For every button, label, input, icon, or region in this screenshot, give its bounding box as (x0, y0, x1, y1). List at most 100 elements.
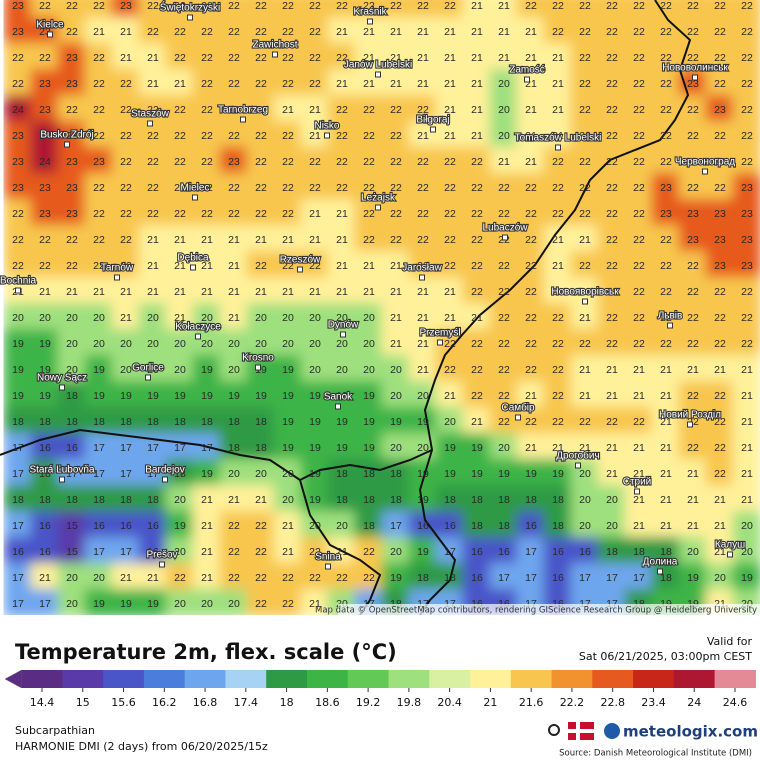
temp-value: 18 (66, 416, 78, 428)
temp-value: 22 (309, 78, 321, 90)
temp-value: 20 (174, 598, 186, 610)
temp-value: 20 (93, 312, 105, 324)
temp-value: 20 (687, 546, 699, 558)
temp-value: 19 (39, 338, 51, 350)
temp-value: 22 (606, 52, 618, 64)
temp-value: 21 (336, 260, 348, 272)
temp-value: 17 (12, 520, 24, 532)
temp-value: 21 (363, 78, 375, 90)
search-icon[interactable] (549, 725, 559, 735)
temp-value: 23 (39, 208, 51, 220)
source: Source: Danish Meteorological Institute … (559, 749, 752, 759)
temp-value: 20 (120, 338, 132, 350)
temp-value: 20 (390, 364, 402, 376)
temp-value: 22 (66, 104, 78, 116)
temp-value: 22 (741, 338, 753, 350)
scale-label: 16.2 (152, 696, 177, 709)
temp-value: 21 (687, 468, 699, 480)
temp-value: 21 (525, 26, 537, 38)
temp-value: 23 (120, 0, 132, 12)
temp-value: 22 (606, 312, 618, 324)
temp-value: 22 (525, 208, 537, 220)
temp-value: 23 (741, 260, 753, 272)
city-dot (635, 489, 640, 494)
temp-value: 22 (93, 52, 105, 64)
temp-value: 20 (282, 494, 294, 506)
temp-value: 22 (471, 286, 483, 298)
temp-value: 21 (417, 26, 429, 38)
temp-value: 21 (120, 286, 132, 298)
temp-value: 21 (660, 390, 672, 402)
temp-value: 19 (201, 390, 213, 402)
temp-value: 20 (444, 416, 456, 428)
temp-value: 22 (633, 286, 645, 298)
temp-value: 21 (633, 364, 645, 376)
temp-value: 16 (444, 520, 456, 532)
city-dot (525, 77, 530, 82)
temp-value: 22 (120, 156, 132, 168)
temp-value: 22 (660, 104, 672, 116)
temp-value: 20 (714, 572, 726, 584)
temp-value: 20 (498, 130, 510, 142)
city-dot (583, 299, 588, 304)
temp-value: 18 (120, 416, 132, 428)
temp-value: 22 (579, 26, 591, 38)
temp-value: 22 (633, 234, 645, 246)
temp-value: 16 (93, 520, 105, 532)
temp-value: 17 (12, 442, 24, 454)
temp-value: 22 (633, 156, 645, 168)
temp-value: 19 (309, 494, 321, 506)
temp-value: 20 (147, 312, 159, 324)
temp-value: 22 (741, 130, 753, 142)
temp-value: 17 (633, 572, 645, 584)
temp-value: 22 (282, 572, 294, 584)
temp-value: 22 (471, 364, 483, 376)
temp-value: 21 (228, 260, 240, 272)
brand-logo (604, 723, 620, 739)
temp-value: 18 (363, 520, 375, 532)
scale-segment (674, 670, 715, 688)
temp-value: 21 (606, 364, 618, 376)
temp-value: 22 (282, 78, 294, 90)
temp-value: 22 (147, 156, 159, 168)
city-dot (256, 365, 261, 370)
temp-value: 21 (471, 130, 483, 142)
temp-value: 22 (471, 234, 483, 246)
temp-value: 22 (660, 156, 672, 168)
temp-value: 18 (39, 494, 51, 506)
temp-value: 22 (417, 182, 429, 194)
temp-value: 19 (471, 442, 483, 454)
temp-value: 22 (714, 442, 726, 454)
temp-value: 22 (687, 390, 699, 402)
temp-value: 21 (282, 546, 294, 558)
temp-value: 18 (93, 494, 105, 506)
temp-value: 22 (633, 0, 645, 12)
temp-value: 22 (147, 26, 159, 38)
scale-label: 23.4 (641, 696, 666, 709)
city-dot (438, 340, 443, 345)
city-dot (693, 75, 698, 80)
temp-value: 22 (606, 130, 618, 142)
temp-value: 22 (444, 234, 456, 246)
city-dot (115, 275, 120, 280)
temp-value: 22 (633, 338, 645, 350)
temp-value: 21 (444, 52, 456, 64)
temp-value: 17 (120, 468, 132, 480)
city-dot (298, 267, 303, 272)
temp-value: 21 (552, 260, 564, 272)
temp-value: 21 (336, 234, 348, 246)
temp-value: 23 (66, 156, 78, 168)
temp-value: 22 (741, 104, 753, 116)
temp-value: 23 (66, 182, 78, 194)
temp-value: 23 (66, 52, 78, 64)
temp-value: 21 (552, 78, 564, 90)
temp-value: 20 (228, 468, 240, 480)
brand[interactable]: meteologix.com (623, 723, 758, 741)
temp-value: 18 (147, 494, 159, 506)
temp-value: 21 (120, 572, 132, 584)
city-dot (326, 564, 331, 569)
temp-value: 21 (174, 78, 186, 90)
temp-value: 23 (714, 234, 726, 246)
city-name: Mielec (181, 183, 210, 194)
temp-value: 19 (147, 598, 159, 610)
